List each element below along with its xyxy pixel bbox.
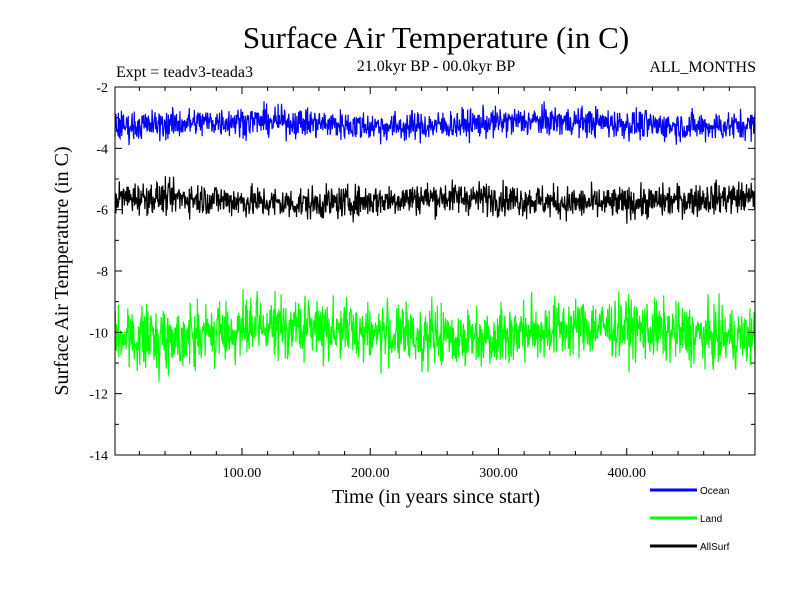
y-tick-label: -4 <box>96 142 108 157</box>
period-label: ALL_MONTHS <box>649 59 756 76</box>
legend-label-ocean: Ocean <box>700 486 729 497</box>
y-tick-label: -8 <box>96 265 108 280</box>
x-tick-label: 400.00 <box>607 466 646 481</box>
chart-subtitle: 21.0kyr BP - 00.0kyr BP <box>357 58 516 75</box>
chart-title: Surface Air Temperature (in C) <box>243 20 629 55</box>
series-line-land <box>114 289 756 382</box>
plot-frame <box>114 86 756 456</box>
y-tick-label: -2 <box>96 81 108 96</box>
y-tick-label: -6 <box>96 204 108 219</box>
x-tick-label: 200.00 <box>351 466 390 481</box>
legend-label-allsurf: AllSurf <box>700 542 730 553</box>
x-tick-label: 300.00 <box>479 466 518 481</box>
legend: Ocean Land AllSurf <box>650 486 730 553</box>
experiment-label: Expt = teadv3-teada3 <box>116 64 253 81</box>
y-tick-label: -12 <box>89 388 108 403</box>
x-tick-label: 100.00 <box>223 466 262 481</box>
y-tick-label: -14 <box>89 449 108 464</box>
legend-label-land: Land <box>700 514 722 525</box>
series-line-allsurf <box>114 176 756 224</box>
series-layer <box>114 101 756 382</box>
y-axis-label: Surface Air Temperature (in C) <box>51 146 73 395</box>
x-axis-label: Time (in years since start) <box>332 486 540 508</box>
y-tick-label: -10 <box>89 326 108 341</box>
series-line-ocean <box>114 101 756 146</box>
ticks-layer: -2 -4 -6 -8 -10 -12 -14 100.00 200.00 300.00 400.0… <box>89 81 755 481</box>
